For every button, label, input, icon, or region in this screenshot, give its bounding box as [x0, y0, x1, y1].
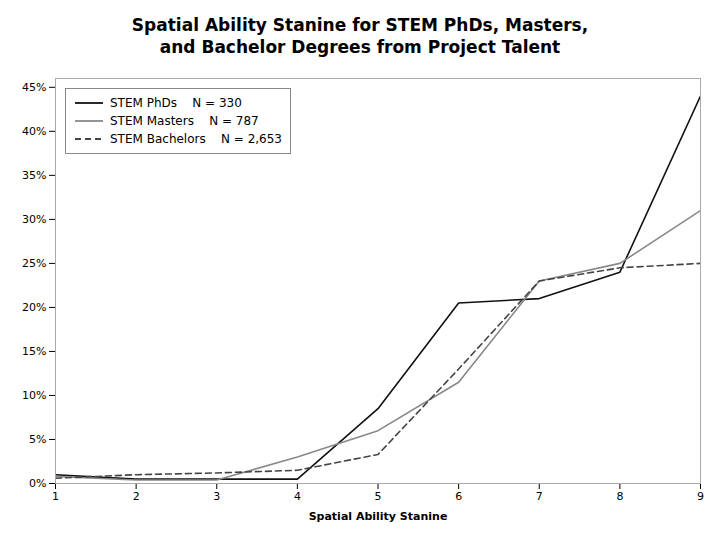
svg-text:35%: 35% — [22, 169, 46, 182]
svg-text:Spatial Ability Stanine: Spatial Ability Stanine — [309, 510, 448, 523]
svg-text:25%: 25% — [22, 257, 46, 270]
html-text:Spatial Ability Stanine for ST: Spatial Ability Stanine for STEM PhDs, M… — [131, 15, 589, 57]
svg-text:40%: 40% — [22, 125, 46, 138]
svg-text:7: 7 — [536, 490, 543, 503]
svg-text:6: 6 — [455, 490, 462, 503]
svg-text:15%: 15% — [22, 345, 46, 358]
html-text:STEM Bachelors N = 2,653: STEM Bachelors N = 2,653 — [110, 132, 282, 146]
svg-text:10%: 10% — [22, 389, 46, 402]
html-text:STEM PhDs N = 330: STEM PhDs N = 330 — [110, 96, 242, 110]
svg-text:0%: 0% — [29, 477, 46, 490]
svg-text:45%: 45% — [22, 81, 46, 94]
svg-text:5: 5 — [375, 490, 382, 503]
svg-text:4: 4 — [294, 490, 301, 503]
svg-text:3: 3 — [213, 490, 220, 503]
svg-text:1: 1 — [52, 490, 59, 503]
svg-text:5%: 5% — [29, 433, 46, 446]
svg-text:20%: 20% — [22, 301, 46, 314]
svg-text:9: 9 — [697, 490, 704, 503]
svg-text:8: 8 — [616, 490, 623, 503]
svg-text:2: 2 — [133, 490, 140, 503]
svg-text:30%: 30% — [22, 213, 46, 226]
html-text:STEM Masters N = 787: STEM Masters N = 787 — [110, 114, 259, 128]
